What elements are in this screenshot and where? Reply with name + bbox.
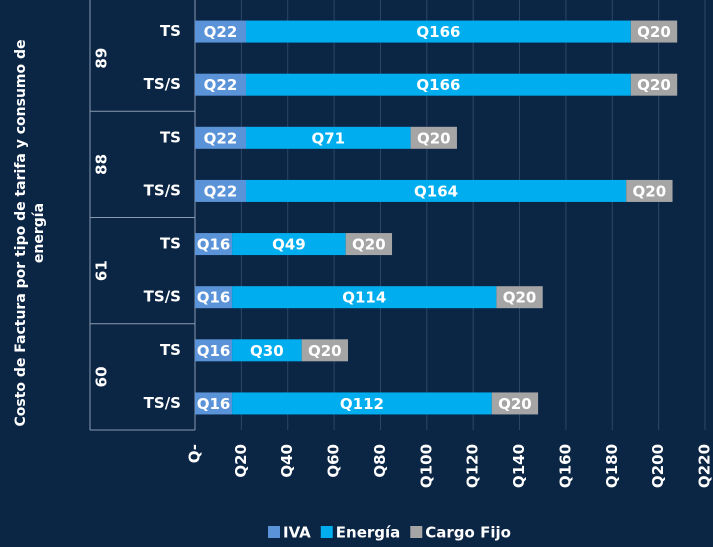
legend-label: IVA — [283, 524, 311, 542]
bar-segment — [630, 20, 678, 43]
bar-segment — [195, 73, 246, 96]
legend-swatch — [410, 526, 423, 538]
legend-label: Energía — [336, 524, 401, 542]
category-label: TS/S — [144, 75, 181, 93]
value-label: Q16 — [197, 342, 231, 360]
group-label: 88 — [93, 154, 111, 175]
bar-segment — [195, 126, 246, 149]
value-label: Q20 — [637, 23, 671, 41]
legend-swatch — [320, 526, 333, 538]
x-tick-label: Q40 — [278, 444, 296, 478]
value-label: Q166 — [416, 76, 460, 94]
bar-segment — [232, 339, 302, 362]
legend-label: Cargo Fijo — [425, 524, 511, 542]
value-label: Q164 — [414, 182, 458, 200]
legend-swatch — [268, 526, 280, 538]
axis-label: Costo de Factura por tipo de tarifa y co… — [13, 39, 47, 427]
category-label: TS/S — [144, 288, 181, 306]
bar-segment — [195, 339, 233, 362]
value-label: Q22 — [204, 76, 238, 94]
x-tick-label: Q100 — [417, 444, 435, 488]
category-label: TS — [160, 341, 181, 359]
value-label: Q16 — [197, 395, 231, 413]
bar-segment — [491, 392, 539, 415]
category-label: TS/S — [144, 394, 181, 412]
value-label: Q22 — [204, 182, 238, 200]
category-label: TS — [160, 128, 181, 146]
value-label: Q20 — [308, 342, 342, 360]
bar-segment — [410, 126, 457, 149]
value-label: Q166 — [416, 23, 460, 41]
value-label: Q20 — [417, 129, 451, 147]
value-label: Q112 — [340, 395, 384, 413]
x-tick-label: Q80 — [371, 444, 389, 478]
bar-segment — [195, 392, 233, 415]
group-label: 61 — [93, 260, 111, 281]
value-label: Q22 — [204, 23, 238, 41]
x-tick-label: Q220 — [696, 444, 713, 488]
value-label: Q30 — [250, 342, 284, 360]
value-label: Q114 — [342, 289, 386, 307]
bar-segment — [246, 179, 627, 202]
value-label: Q16 — [197, 289, 231, 307]
bar-segment — [630, 73, 678, 96]
bar-segment — [195, 179, 246, 202]
bar-segment — [246, 126, 411, 149]
x-tick-label: Q120 — [464, 444, 482, 488]
group-label: 89 — [93, 48, 111, 69]
x-tick-label: Q20 — [232, 444, 250, 478]
value-label: Q20 — [503, 289, 537, 307]
bar-segment — [195, 20, 246, 43]
bar-segment — [345, 233, 393, 256]
value-label: Q20 — [498, 395, 532, 413]
x-tick-label: Q60 — [325, 444, 343, 478]
value-label: Q71 — [311, 129, 345, 147]
group-label: 60 — [93, 366, 111, 387]
bar-segment — [232, 392, 492, 415]
bar-segment — [626, 179, 673, 202]
value-label: Q16 — [197, 236, 231, 254]
bar-segment — [232, 286, 497, 309]
bar-segment — [246, 20, 631, 43]
value-label: Q22 — [204, 129, 238, 147]
value-label: Q49 — [272, 236, 306, 254]
bar-segment — [246, 73, 631, 96]
x-tick-label: Q160 — [556, 444, 574, 488]
value-label: Q20 — [352, 236, 386, 254]
x-tick-label: Q- — [186, 444, 204, 463]
bar-segment — [195, 233, 233, 256]
bar-segment — [195, 286, 233, 309]
value-label: Q20 — [637, 76, 671, 94]
x-tick-label: Q180 — [603, 444, 621, 488]
category-label: TS/S — [144, 181, 181, 199]
bar-segment — [301, 339, 348, 362]
bar-segment — [496, 286, 543, 309]
value-label: Q20 — [633, 182, 667, 200]
x-tick-label: Q140 — [510, 444, 528, 488]
bar-segment — [232, 233, 346, 256]
category-label: TS — [160, 22, 181, 40]
category-label: TS — [160, 235, 181, 253]
x-tick-label: Q200 — [649, 444, 667, 488]
